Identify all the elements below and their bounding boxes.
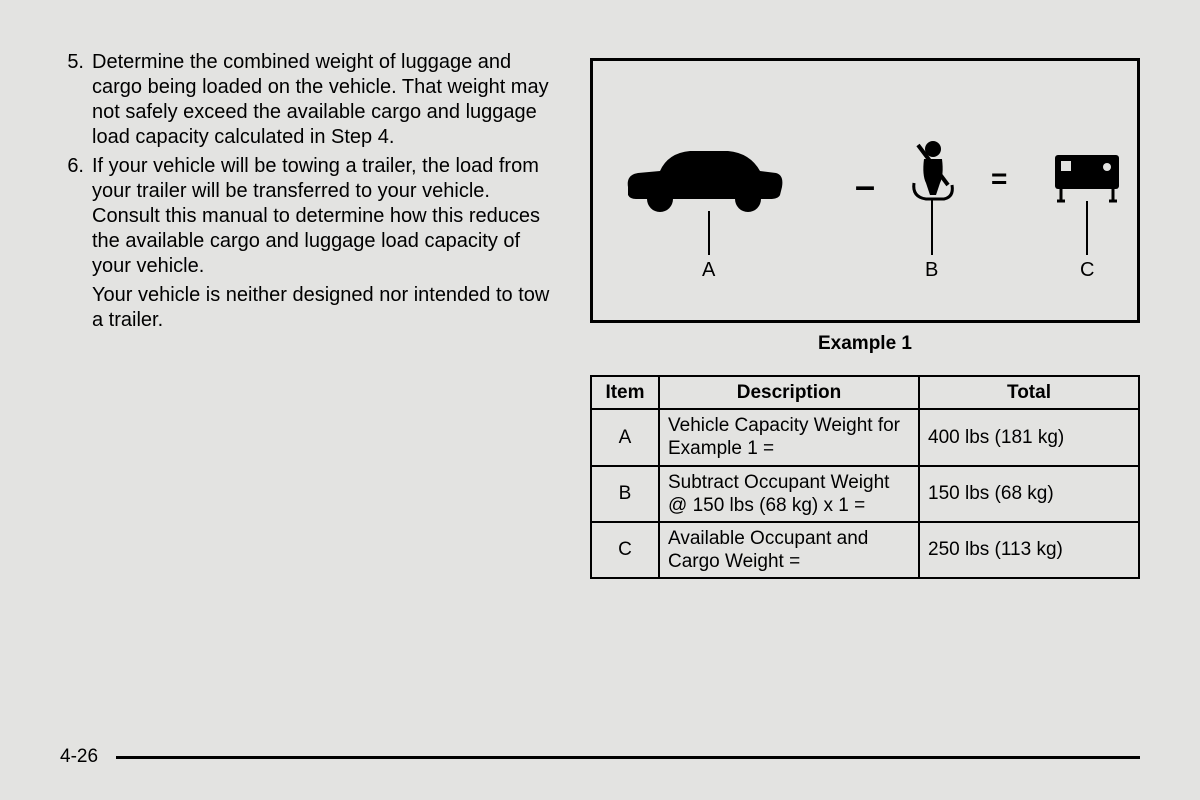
list-text: Determine the combined weight of luggage… [92, 50, 550, 150]
seated-person-icon [908, 139, 958, 206]
cell-item: B [591, 466, 659, 522]
diagram-label-c: C [1080, 259, 1094, 282]
text-column: 5. Determine the combined weight of lugg… [60, 50, 550, 579]
th-item: Item [591, 376, 659, 409]
cell-item: C [591, 522, 659, 578]
leader-line [708, 211, 710, 255]
diagram-caption: Example 1 [590, 333, 1140, 355]
cell-total: 150 lbs (68 kg) [919, 466, 1139, 522]
capacity-table: Item Description Total A Vehicle Capacit… [590, 375, 1140, 579]
page-footer: 4-26 [60, 746, 1140, 768]
page-number: 4-26 [60, 746, 116, 768]
th-total: Total [919, 376, 1139, 409]
table-row: B Subtract Occupant Weight @ 150 lbs (68… [591, 466, 1139, 522]
diagram-label-a: A [702, 259, 715, 282]
minus-icon: – [855, 165, 875, 207]
list-item: 6. If your vehicle will be towing a trai… [60, 154, 550, 279]
cargo-icon [1051, 151, 1123, 208]
cell-total: 250 lbs (113 kg) [919, 522, 1139, 578]
list-number: 5. [60, 50, 92, 150]
table-row: C Available Occupant and Cargo Weight = … [591, 522, 1139, 578]
cell-description: Available Occupant and Cargo Weight = [659, 522, 919, 578]
table-row: A Vehicle Capacity Weight for Example 1 … [591, 409, 1139, 465]
list-number: 6. [60, 154, 92, 279]
cell-item: A [591, 409, 659, 465]
equals-icon: = [991, 163, 1007, 195]
cell-total: 400 lbs (181 kg) [919, 409, 1139, 465]
leader-line [931, 199, 933, 255]
cell-description: Vehicle Capacity Weight for Example 1 = [659, 409, 919, 465]
diagram-label-b: B [925, 259, 938, 282]
diagram-box: – = [590, 58, 1140, 323]
cell-description: Subtract Occupant Weight @ 150 lbs (68 k… [659, 466, 919, 522]
table-header-row: Item Description Total [591, 376, 1139, 409]
list-text: If your vehicle will be towing a trailer… [92, 154, 550, 279]
list-item: 5. Determine the combined weight of lugg… [60, 50, 550, 150]
trailer-note: Your vehicle is neither designed nor int… [92, 283, 550, 333]
leader-line [1086, 201, 1088, 255]
figure-column: – = [590, 50, 1140, 579]
th-description: Description [659, 376, 919, 409]
footer-rule [116, 756, 1140, 759]
car-icon [618, 145, 788, 220]
